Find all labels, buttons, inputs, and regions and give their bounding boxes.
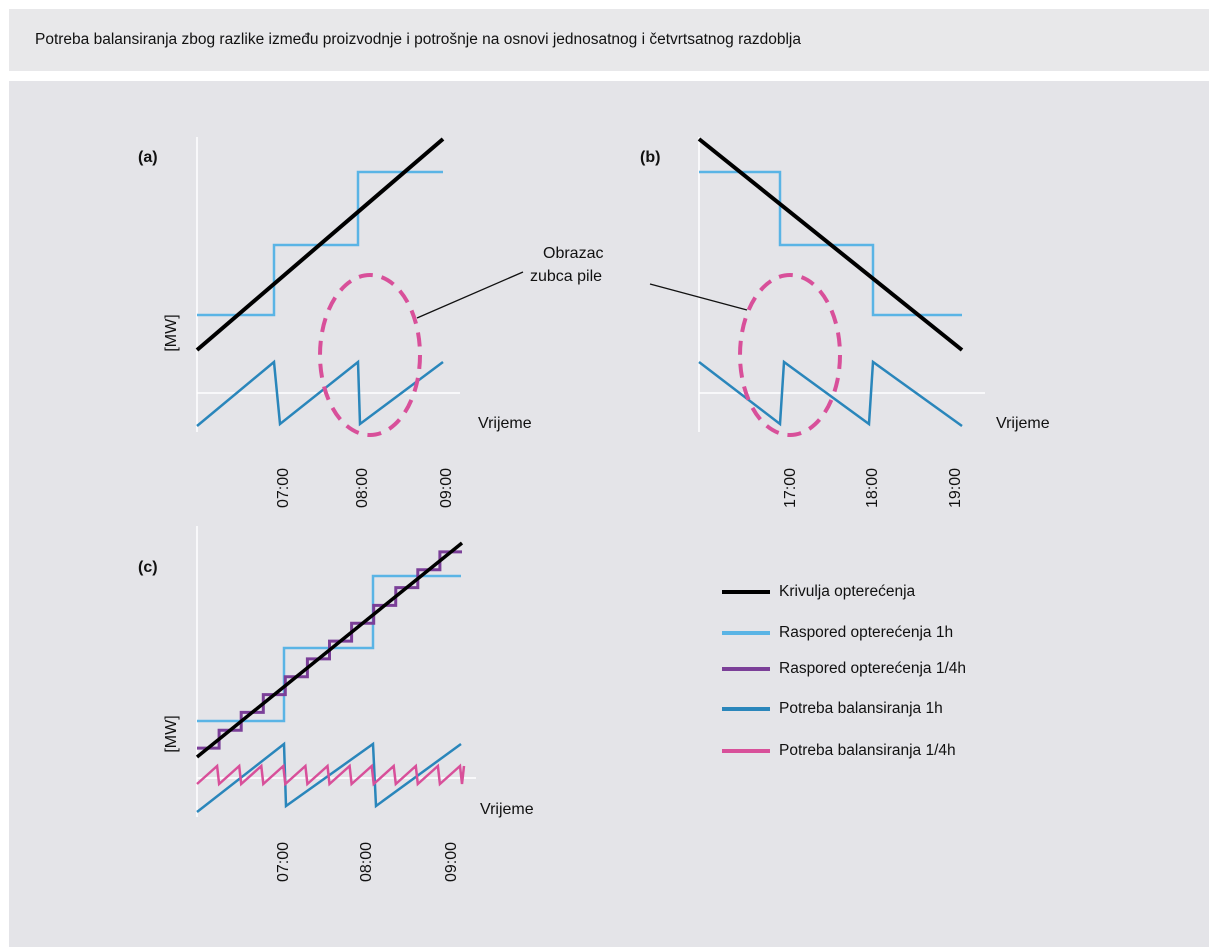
panel-b-xtick-3: 19:00 (947, 468, 964, 508)
panel-a-load-curve (195, 137, 445, 352)
panel-c-xtick-2: 08:00 (358, 842, 375, 882)
figure-title: Potreba balansiranja zbog razlike između… (35, 31, 801, 48)
panel-a-ylabel: [MW] (163, 314, 180, 351)
annotation-line-2: zubca pile (530, 268, 602, 285)
figure-title-bar: Potreba balansiranja zbog razlike između… (9, 9, 1209, 71)
panel-a: (a) [MW] Vrijeme 07:00 08:00 09:00 (138, 137, 532, 508)
panel-b-schedule-1h (699, 170, 962, 317)
legend-item-load-curve: Krivulja opterećenja (722, 583, 916, 600)
legend-item-balancing-1h: Potreba balansiranja 1h (722, 700, 943, 717)
legend-item-balancing-quarter: Potreba balansiranja 1/4h (722, 742, 956, 759)
annotation-leader-b (649, 283, 748, 311)
panel-b-sawtooth-highlight (738, 273, 842, 437)
panel-b-xtick-2: 18:00 (864, 468, 881, 508)
panel-a-xlabel: Vrijeme (478, 415, 532, 432)
panel-a-label: (a) (138, 149, 158, 166)
panel-a-schedule-1h (197, 170, 443, 317)
legend-label-schedule-quarter: Raspored opterećenja 1/4h (779, 660, 966, 677)
panel-a-sawtooth-highlight (318, 273, 422, 437)
panel-c-label: (c) (138, 559, 158, 576)
legend: Krivulja opterećenja Raspored opterećenj… (722, 583, 966, 759)
panel-c: (c) [MW] Vrijeme 07:00 08:00 09:00 (138, 526, 534, 882)
panel-a-xtick-1: 07:00 (275, 468, 292, 508)
panel-b-load-curve (697, 137, 964, 352)
legend-label-load-curve: Krivulja opterećenja (779, 583, 916, 600)
legend-item-schedule-1h: Raspored opterećenja 1h (722, 624, 953, 641)
panel-a-xtick-3: 09:00 (438, 468, 455, 508)
legend-label-balancing-1h: Potreba balansiranja 1h (779, 700, 943, 717)
annotation-leader-a (416, 271, 524, 319)
panel-c-load-curve (195, 541, 464, 759)
panel-a-xtick-2: 08:00 (354, 468, 371, 508)
legend-item-schedule-quarter: Raspored opterećenja 1/4h (722, 660, 966, 677)
panel-b-xtick-1: 17:00 (782, 468, 799, 508)
annotation-line-1: Obrazac (543, 245, 603, 262)
panel-b-label: (b) (640, 149, 660, 166)
legend-label-schedule-1h: Raspored opterećenja 1h (779, 624, 953, 641)
panel-b: (b) Vrijeme 17:00 18:00 19:00 (640, 137, 1050, 508)
sawtooth-annotation: Obrazac zubca pile (416, 245, 748, 319)
panel-c-balancing-quarter (196, 763, 466, 787)
panel-b-balancing-1h (698, 359, 963, 428)
panel-a-balancing-1h (196, 359, 444, 427)
legend-label-balancing-quarter: Potreba balansiranja 1/4h (779, 742, 956, 759)
panel-c-xlabel: Vrijeme (480, 801, 534, 818)
panel-b-xlabel: Vrijeme (996, 415, 1050, 432)
panel-c-xtick-1: 07:00 (275, 842, 292, 882)
panel-c-ylabel: [MW] (163, 715, 180, 752)
panel-c-xtick-3: 09:00 (443, 842, 460, 882)
